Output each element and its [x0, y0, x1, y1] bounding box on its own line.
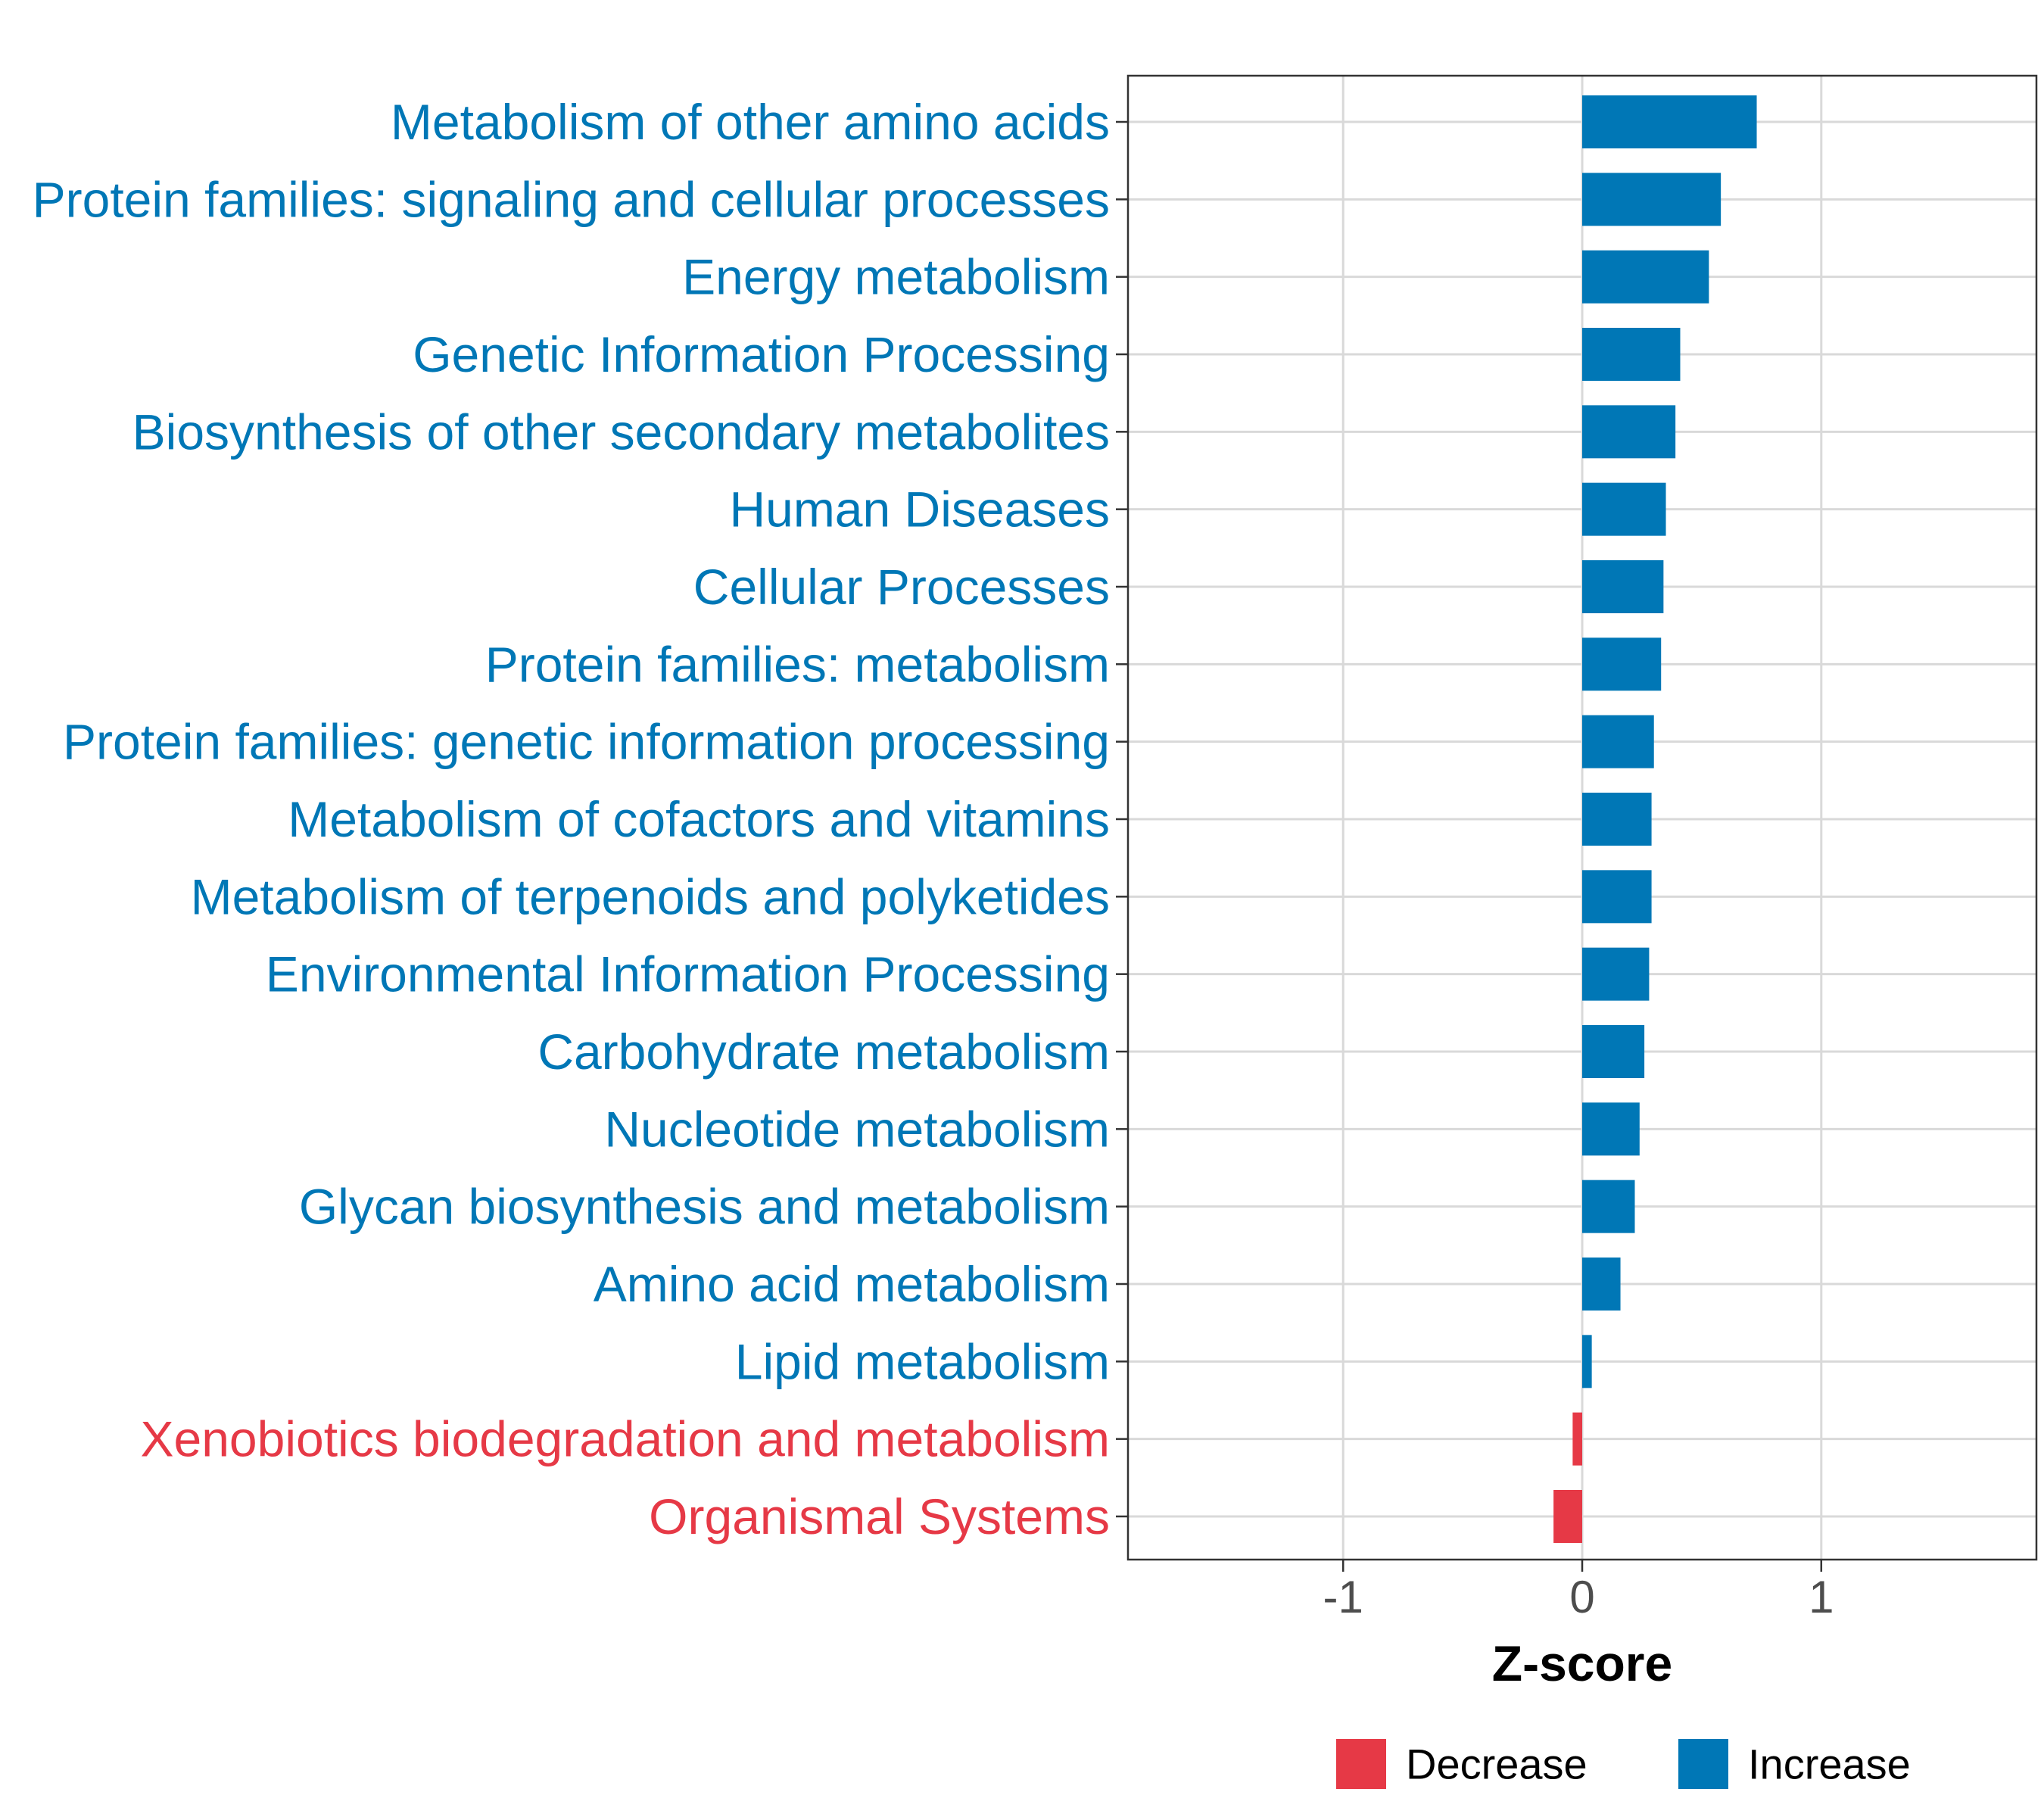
y-tick-label: Organismal Systems — [649, 1488, 1110, 1544]
legend-label-increase: Increase — [1748, 1741, 1911, 1788]
bar — [1582, 1335, 1592, 1388]
x-tick-label: 0 — [1569, 1572, 1594, 1622]
y-tick-label: Protein families: signaling and cellular… — [33, 171, 1110, 227]
bar — [1582, 793, 1652, 846]
y-tick-label: Protein families: metabolism — [485, 636, 1110, 692]
y-tick-label: Carbohydrate metabolism — [537, 1024, 1110, 1080]
legend-swatch-increase — [1678, 1739, 1728, 1789]
y-tick-label: Amino acid metabolism — [594, 1256, 1110, 1312]
bar — [1582, 715, 1654, 768]
y-tick-label: Environmental Information Processing — [266, 946, 1110, 1002]
y-tick-label: Energy metabolism — [682, 249, 1110, 305]
bar — [1582, 328, 1681, 381]
bar — [1582, 947, 1650, 1001]
bar — [1572, 1412, 1582, 1466]
y-tick-label: Lipid metabolism — [735, 1333, 1110, 1389]
bar — [1582, 95, 1757, 148]
y-tick-label: Protein families: genetic information pr… — [63, 714, 1110, 770]
y-tick-label: Metabolism of cofactors and vitamins — [288, 791, 1110, 847]
bar — [1582, 250, 1709, 304]
y-tick-label: Nucleotide metabolism — [604, 1101, 1110, 1157]
bar — [1582, 1258, 1621, 1311]
bar — [1582, 870, 1652, 924]
bar — [1582, 173, 1722, 226]
bar — [1582, 1102, 1640, 1156]
bar — [1553, 1490, 1582, 1543]
y-axis: Metabolism of other amino acids Protein f… — [33, 94, 1128, 1544]
y-tick-label: Biosynthesis of other secondary metaboli… — [132, 404, 1110, 460]
y-tick-label: Genetic Information Processing — [413, 326, 1110, 382]
bar-layer — [1553, 95, 1757, 1543]
x-axis-title: Z-score — [1492, 1635, 1672, 1691]
x-tick-label: 1 — [1809, 1572, 1834, 1622]
legend-label-decrease: Decrease — [1406, 1741, 1588, 1788]
x-tick-label: -1 — [1323, 1572, 1363, 1622]
bar — [1582, 637, 1662, 691]
y-tick-label: Human Diseases — [729, 482, 1110, 538]
y-tick-label: Glycan biosynthesis and metabolism — [299, 1179, 1110, 1235]
bar — [1582, 405, 1676, 459]
legend: Decrease Increase — [1336, 1739, 1911, 1789]
x-axis: -1 0 1 — [1323, 1560, 1834, 1622]
legend-swatch-decrease — [1336, 1739, 1386, 1789]
y-tick-label: Metabolism of terpenoids and polyketides — [191, 868, 1110, 924]
y-tick-label: Metabolism of other amino acids — [391, 94, 1110, 150]
y-tick-label: Cellular Processes — [693, 559, 1110, 615]
y-tick-label: Xenobiotics biodegradation and metabolis… — [141, 1411, 1111, 1467]
bar — [1582, 1180, 1635, 1233]
bar — [1582, 482, 1666, 536]
bar — [1582, 560, 1664, 613]
bar — [1582, 1025, 1645, 1078]
